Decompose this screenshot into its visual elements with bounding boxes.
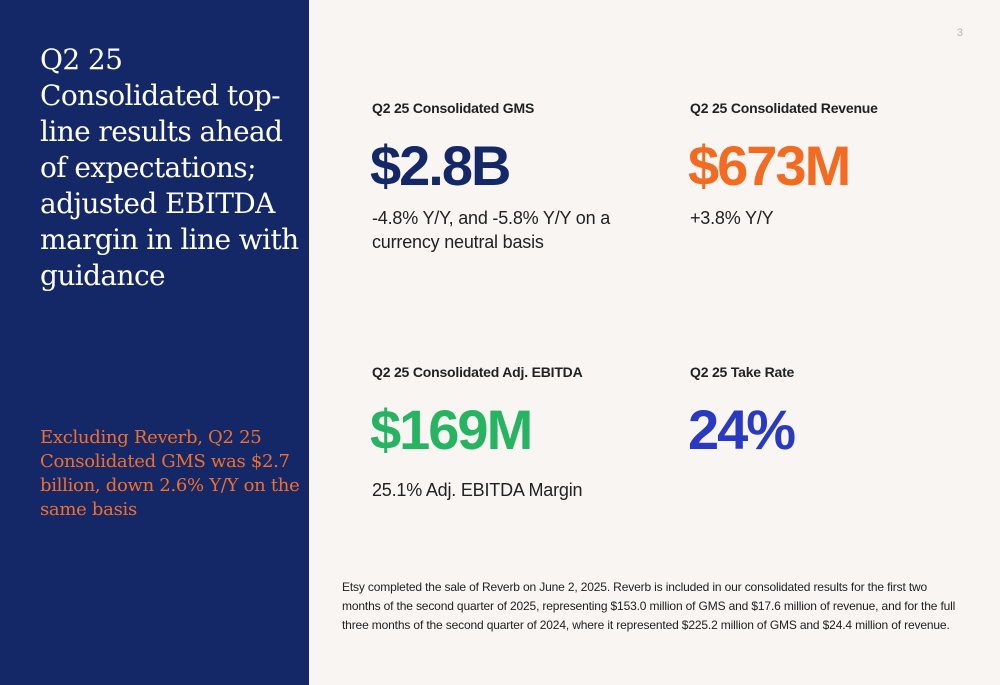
metric-label: Q2 25 Take Rate — [690, 364, 795, 380]
metric-take-rate: Q2 25 Take Rate 24% — [688, 364, 980, 461]
metric-description: -4.8% Y/Y, and -5.8% Y/Y on a currency n… — [372, 208, 611, 252]
metric-gms: Q2 25 Consolidated GMS $2.8B -4.8% Y/Y, … — [370, 100, 662, 252]
metric-value: 24% — [688, 398, 796, 461]
reverb-exclusion-note: Excluding Reverb, Q2 25 Consolidated GMS… — [40, 427, 300, 520]
metric-description: +3.8% Y/Y — [690, 208, 774, 228]
metric-label: Q2 25 Consolidated GMS — [372, 100, 535, 116]
metric-label: Q2 25 Consolidated Adj. EBITDA — [372, 364, 583, 380]
metric-value: $673M — [688, 134, 851, 197]
sidebar-panel: Q2 25 Consolidated top-line results ahea… — [0, 0, 309, 685]
page-number: 3 — [956, 27, 963, 39]
metric-value: $2.8B — [370, 134, 511, 197]
metric-label: Q2 25 Consolidated Revenue — [690, 100, 878, 116]
metric-value: $169M — [370, 398, 533, 461]
headline: Q2 25 Consolidated top-line results ahea… — [40, 43, 299, 292]
metric-adj-ebitda: Q2 25 Consolidated Adj. EBITDA $169M 25.… — [370, 364, 662, 500]
metric-revenue: Q2 25 Consolidated Revenue $673M +3.8% Y… — [688, 100, 980, 228]
footnote: Etsy completed the sale of Reverb on Jun… — [342, 580, 956, 632]
metric-description: 25.1% Adj. EBITDA Margin — [372, 480, 583, 500]
